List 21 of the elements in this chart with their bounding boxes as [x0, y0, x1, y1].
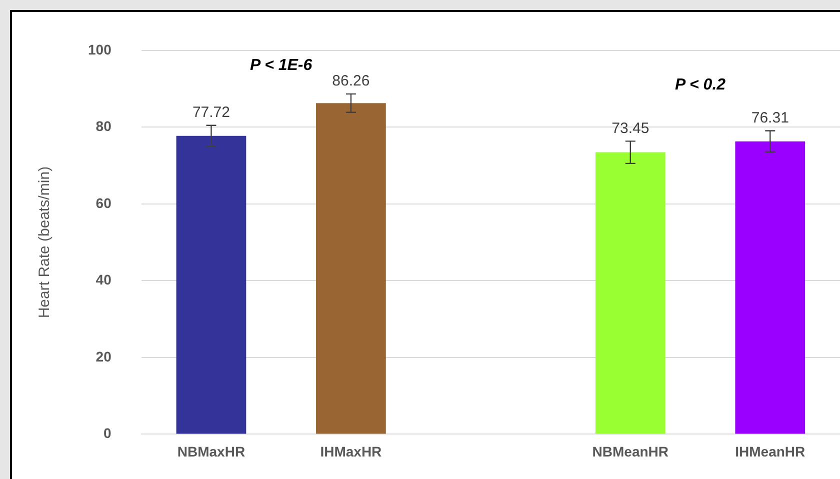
- data-label: 76.31: [751, 109, 789, 126]
- x-tick-label: NBMaxHR: [177, 443, 246, 460]
- bar: [176, 136, 246, 434]
- bar: [735, 141, 806, 434]
- y-axis-title: Heart Rate (beats/min): [36, 166, 54, 318]
- x-tick-label: IHMeanHR: [735, 443, 806, 460]
- y-tick-label: 80: [96, 118, 112, 134]
- y-tick-label: 0: [104, 425, 112, 442]
- data-label: 86.26: [332, 72, 370, 90]
- y-tick-label: 100: [88, 41, 112, 58]
- x-tick-label: NBMeanHR: [592, 443, 669, 460]
- y-tick-label: 60: [96, 194, 112, 211]
- y-tick-label: 20: [96, 348, 112, 364]
- y-tick-label: 40: [96, 272, 112, 288]
- annotation: P < 0.2: [674, 76, 726, 94]
- data-label: 73.45: [612, 120, 650, 137]
- bar: [595, 152, 666, 434]
- bar: [316, 103, 386, 434]
- data-label: 77.72: [192, 104, 230, 121]
- x-tick-label: IHMaxHR: [320, 443, 382, 460]
- annotation: P < 1E-6: [250, 57, 312, 74]
